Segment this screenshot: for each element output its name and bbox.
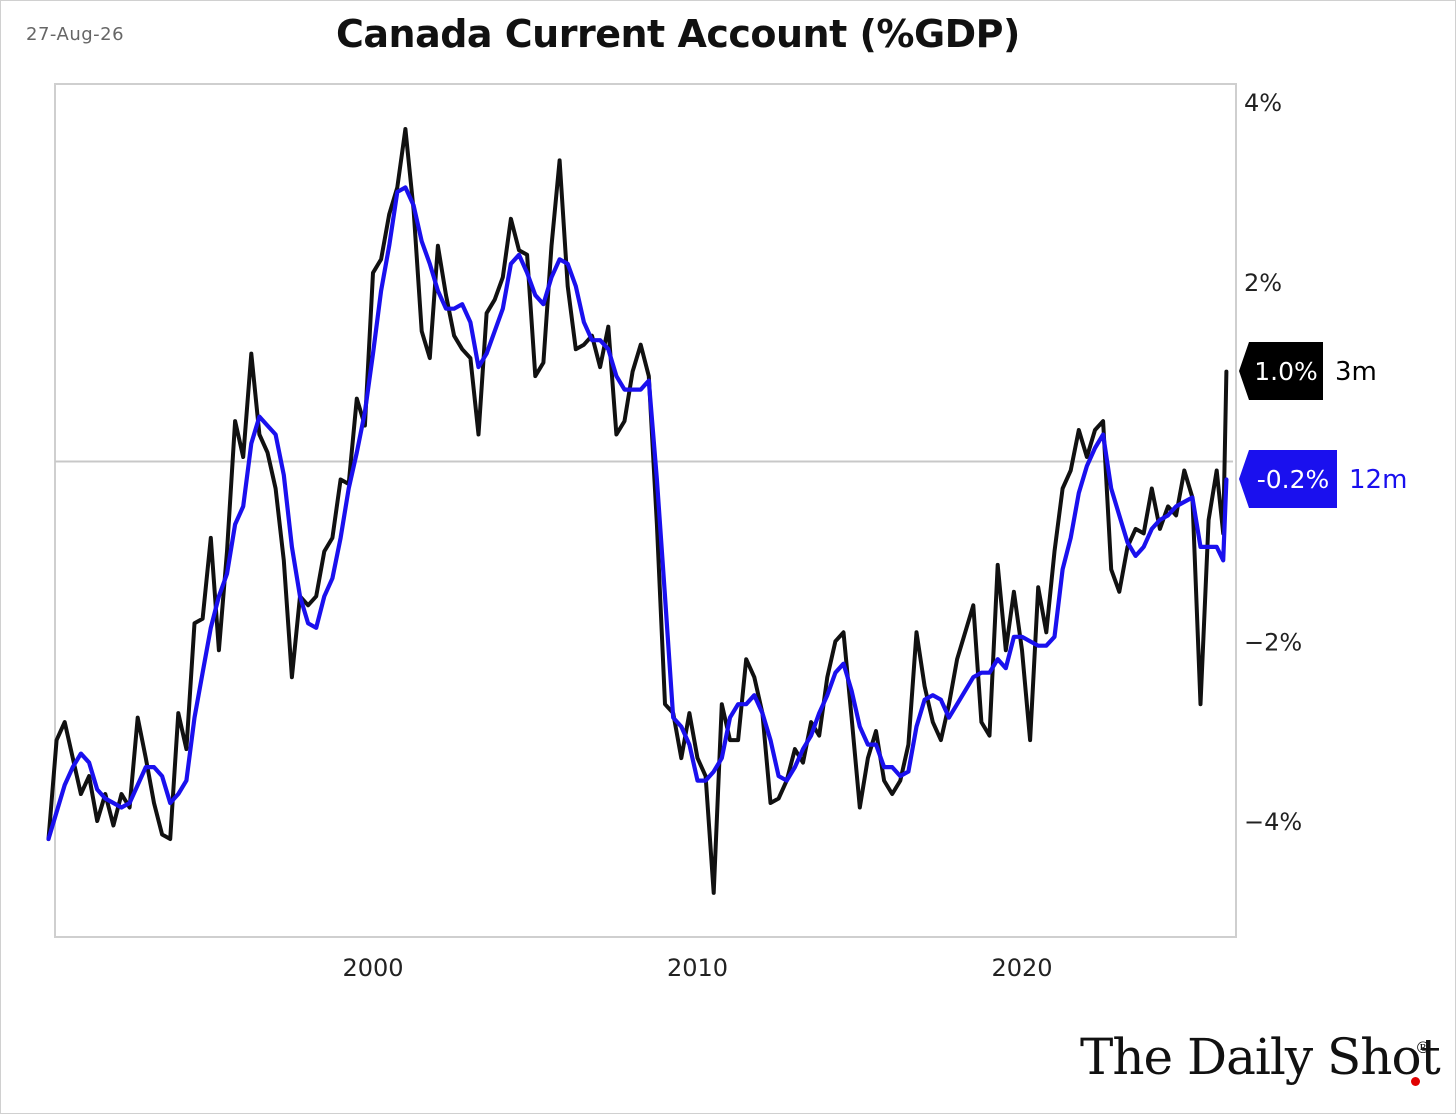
date-label: 27-Aug-26 — [26, 24, 125, 45]
x-tick-label-2000: 2000 — [342, 954, 403, 982]
series-line-3m — [46, 127, 1229, 895]
y-tick-label-4: 4% — [1244, 89, 1282, 117]
x-tick-label-2020: 2020 — [991, 954, 1052, 982]
end-label-value-3m: 1.0% — [1254, 357, 1318, 386]
end-label-series-12m: 12m — [1349, 465, 1407, 495]
end-label-flag-3m — [1239, 342, 1323, 400]
y-tick-label-2: 2% — [1244, 269, 1282, 297]
end-label-series-3m: 3m — [1335, 357, 1377, 387]
y-tick-label-4: −4% — [1244, 808, 1302, 836]
x-tick-label-2010: 2010 — [667, 954, 728, 982]
chart-title: Canada Current Account (%GDP) — [336, 12, 1020, 56]
series-line-12m — [46, 185, 1229, 842]
end-label-value-12m: -0.2% — [1257, 465, 1330, 494]
plot-frame — [54, 83, 1237, 938]
registered-mark: ® — [1415, 1038, 1431, 1057]
end-label-flag-12m — [1239, 450, 1337, 508]
brand-red-dot — [1411, 1077, 1420, 1086]
brand-logo: The Daily Shot — [1080, 1028, 1441, 1086]
y-tick-label-2: −2% — [1244, 628, 1302, 656]
